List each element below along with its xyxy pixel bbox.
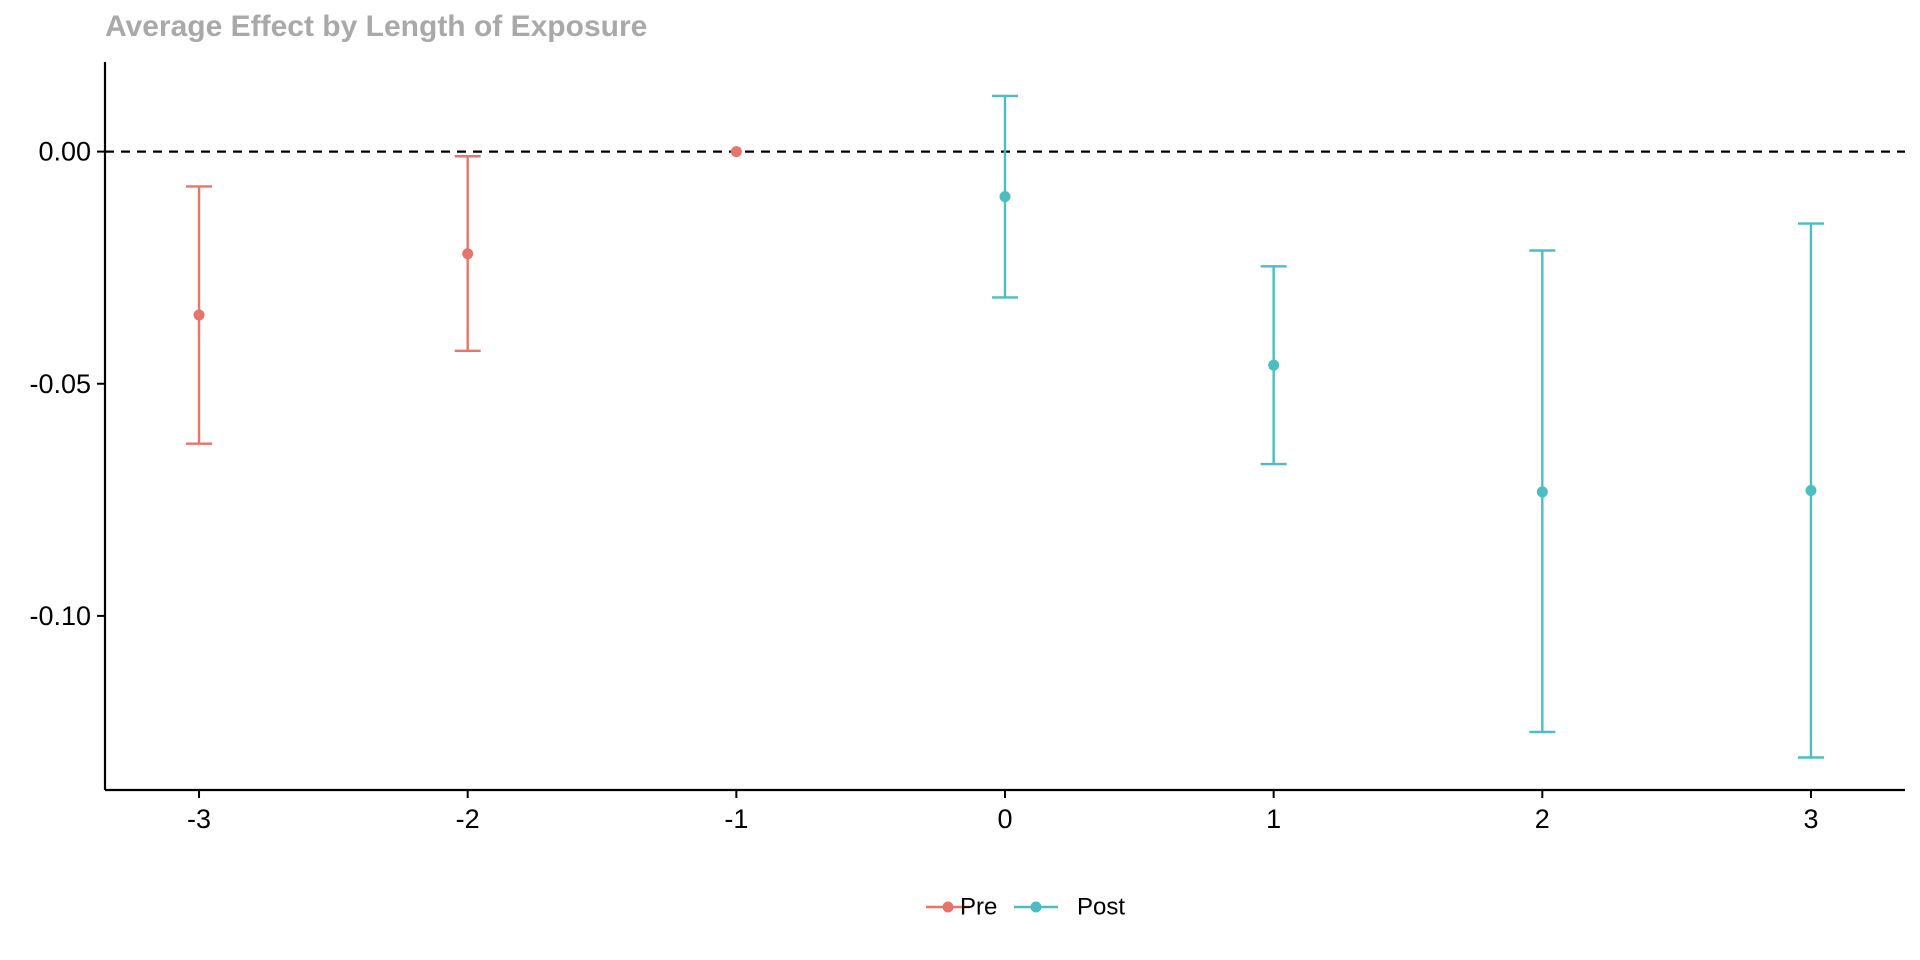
chart-title: Average Effect by Length of Exposure	[105, 10, 648, 43]
legend-key-point	[1030, 901, 1042, 913]
data-point	[1268, 359, 1280, 371]
y-tick-label: -0.05	[29, 369, 91, 399]
data-point	[193, 309, 205, 321]
data-point	[999, 191, 1011, 203]
data-point	[1536, 486, 1548, 498]
legend-key-point	[942, 901, 954, 913]
marks-group	[186, 94, 1824, 759]
legend: Pre Post	[926, 894, 1125, 921]
data-point	[1805, 485, 1817, 497]
y-tick-label: 0.00	[38, 137, 91, 167]
x-tick-label: 0	[997, 804, 1012, 834]
x-tick-label: 3	[1803, 804, 1818, 834]
data-point	[730, 146, 742, 158]
x-tick-label: -1	[724, 804, 748, 834]
legend-label: Post	[1077, 894, 1125, 921]
x-tick-label: 1	[1266, 804, 1281, 834]
y-tick-label: -0.10	[29, 601, 91, 631]
legend-label: Pre	[960, 894, 997, 921]
x-tick-label: 2	[1535, 804, 1550, 834]
axes-group: 0.00 -0.05 -0.10 -3 -2 -1 0 1 2 3	[29, 62, 1905, 834]
x-tick-label: -3	[187, 804, 211, 834]
data-point	[462, 248, 474, 260]
x-tick-label: -2	[456, 804, 480, 834]
